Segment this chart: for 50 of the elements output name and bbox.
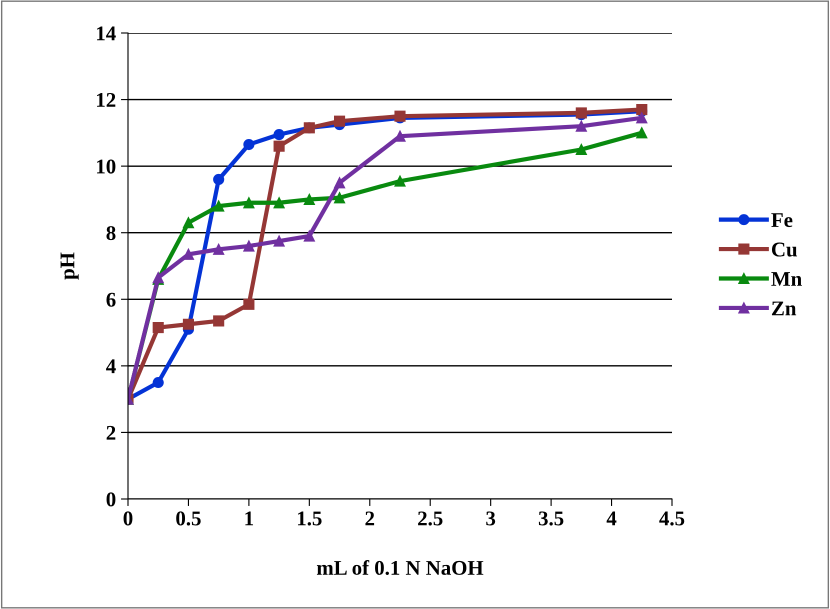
point <box>636 112 648 124</box>
x-tick-label: 2 <box>365 511 374 526</box>
point <box>213 315 224 326</box>
point <box>274 128 285 140</box>
point <box>213 200 224 212</box>
x-tick-label: 4 <box>606 512 616 526</box>
point <box>636 127 648 138</box>
point <box>576 144 587 156</box>
point <box>213 174 224 186</box>
point <box>182 318 194 330</box>
point <box>243 138 254 150</box>
point <box>304 230 315 242</box>
x-tick-label: 3 <box>486 511 496 526</box>
x-tick-label: 0 <box>124 511 132 526</box>
y-axis-title: pH <box>60 252 79 280</box>
y-tick-label: 10 <box>97 160 116 174</box>
point <box>274 235 285 247</box>
x-tick-label: 0.5 <box>176 511 201 526</box>
x-tick-label: 2.5 <box>418 511 442 526</box>
point <box>243 197 254 208</box>
x-tick-label: 1 <box>245 512 254 526</box>
point <box>274 140 285 152</box>
point <box>152 376 164 388</box>
point <box>182 217 194 228</box>
x-tick-label: 1.5 <box>298 512 322 526</box>
point <box>213 244 224 255</box>
point <box>394 176 406 187</box>
x-tick-label: 3.5 <box>538 511 564 526</box>
x-axis-title: mL of 0.1 N NaOH <box>316 560 484 576</box>
legend-label: Mn <box>771 272 802 286</box>
point <box>152 322 164 334</box>
point <box>334 192 346 204</box>
y-tick-label: 8 <box>106 226 116 240</box>
x-tick-label: 4.5 <box>659 512 684 526</box>
point <box>243 240 254 252</box>
y-tick-label: 0 <box>106 492 116 506</box>
y-tick-label: 2 <box>106 426 116 440</box>
y-tick-label: 14 <box>97 26 116 40</box>
point <box>304 194 315 205</box>
y-tick-label: 4 <box>106 359 116 374</box>
legend-label: Fe <box>771 213 792 228</box>
y-tick-label: 6 <box>106 292 116 307</box>
legend-label: Zn <box>772 302 796 316</box>
point <box>243 298 254 310</box>
point <box>334 177 346 188</box>
legend-label: Cu <box>772 242 798 257</box>
point <box>274 197 285 208</box>
point <box>576 120 587 132</box>
y-tick-label: 12 <box>97 93 116 107</box>
point <box>334 116 346 127</box>
